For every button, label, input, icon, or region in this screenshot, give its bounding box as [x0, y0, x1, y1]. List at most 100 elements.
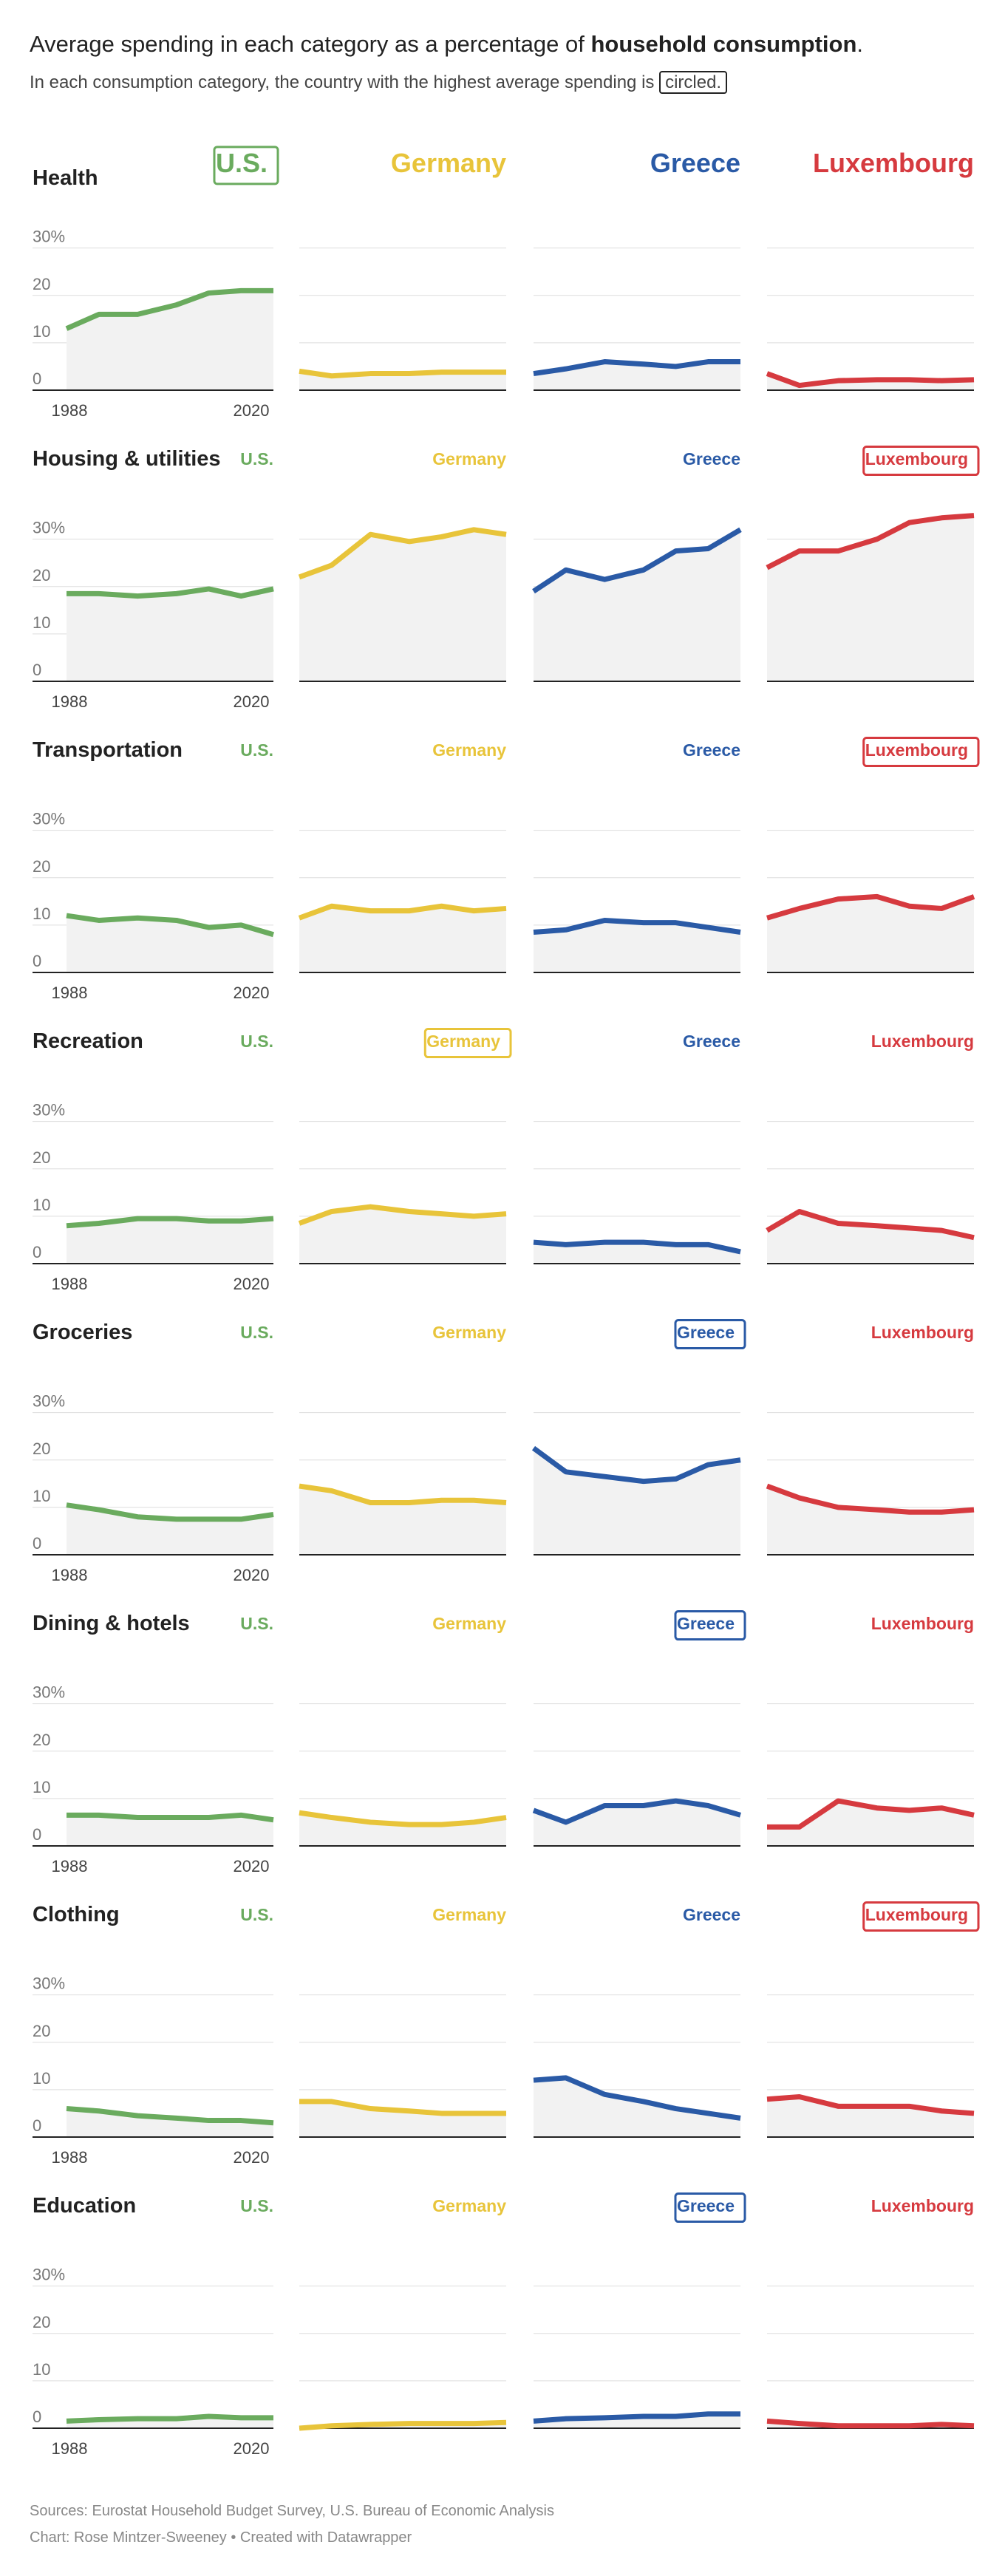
- y-tick-label-transportation-0: 0: [33, 952, 41, 970]
- country-label-transportation-luxembourg: Luxembourg: [865, 740, 968, 760]
- x-tick-label-transportation-first: 1988: [52, 984, 88, 1002]
- x-tick-label-groceries-last: 2020: [234, 1566, 270, 1584]
- area-recreation-luxembourg: [767, 1211, 974, 1264]
- category-title-health: Health: [33, 166, 98, 190]
- area-groceries-germany: [299, 1486, 506, 1555]
- x-tick-label-groceries-first: 1988: [52, 1566, 88, 1584]
- y-tick-label-recreation-10: 10: [33, 1196, 50, 1214]
- country-label-recreation-u-s: U.S.: [240, 1032, 273, 1051]
- series-line-transportation-u-s: [66, 913, 274, 938]
- country-label-housing-utilities-luxembourg: Luxembourg: [865, 449, 968, 468]
- x-tick-label-dining-hotels-last: 2020: [234, 1857, 270, 1875]
- country-label-recreation-luxembourg: Luxembourg: [871, 1032, 974, 1051]
- series-line-education-germany: [299, 2419, 507, 2431]
- chart-footer: Sources: Eurostat Household Budget Surve…: [30, 2498, 554, 2551]
- country-label-clothing-greece: Greece: [683, 1905, 740, 1924]
- area-transportation-germany: [299, 906, 506, 972]
- country-label-health-germany: Germany: [391, 148, 506, 178]
- series-line-health-u-s: [65, 287, 273, 331]
- y-tick-label-dining-hotels-10: 10: [33, 1778, 50, 1796]
- subtitle-prefix: In each consumption category, the countr…: [30, 72, 660, 92]
- circled-box-clothing-luxembourg: [862, 1901, 980, 1932]
- series-line-health-germany: [299, 368, 506, 379]
- y-tick-label-housing-utilities-10: 10: [33, 613, 50, 632]
- circled-box-health-u-s: [213, 146, 279, 185]
- series-line-health-luxembourg: [766, 371, 975, 389]
- series-line-education-luxembourg: [766, 2418, 975, 2429]
- area-housing-utilities-germany: [299, 529, 506, 681]
- y-tick-label-groceries-30: 30%: [33, 1392, 65, 1411]
- country-label-education-germany: Germany: [432, 2196, 506, 2215]
- x-tick-label-education-last: 2020: [234, 2439, 270, 2458]
- y-tick-label-dining-hotels-30: 30%: [33, 1683, 65, 1702]
- y-tick-label-dining-hotels-20: 20: [33, 1731, 50, 1749]
- country-label-clothing-u-s: U.S.: [240, 1905, 273, 1924]
- y-tick-label-clothing-0: 0: [33, 2116, 41, 2135]
- country-label-education-luxembourg: Luxembourg: [871, 2196, 974, 2215]
- category-title-transportation: Transportation: [33, 738, 183, 762]
- country-label-groceries-u-s: U.S.: [240, 1323, 273, 1342]
- area-recreation-u-s: [67, 1219, 273, 1264]
- title-suffix: .: [856, 31, 864, 57]
- series-line-transportation-germany: [298, 903, 507, 921]
- series-line-clothing-greece: [533, 2075, 741, 2121]
- area-housing-utilities-luxembourg: [767, 515, 974, 681]
- x-tick-label-clothing-last: 2020: [234, 2148, 270, 2167]
- series-line-education-u-s: [66, 2413, 273, 2424]
- y-tick-label-groceries-20: 20: [33, 1439, 50, 1458]
- y-tick-label-education-10: 10: [33, 2360, 50, 2379]
- y-tick-label-health-30: 30%: [33, 228, 65, 246]
- series-line-recreation-luxembourg: [766, 1208, 975, 1241]
- country-label-transportation-greece: Greece: [683, 740, 740, 760]
- area-transportation-greece: [534, 920, 740, 972]
- y-tick-label-transportation-10: 10: [33, 904, 50, 923]
- chart-title: Average spending in each category as a p…: [30, 31, 863, 58]
- area-recreation-germany: [299, 1207, 506, 1264]
- area-recreation-greece: [534, 1242, 740, 1264]
- series-line-clothing-u-s: [66, 2106, 274, 2126]
- area-dining-hotels-greece: [534, 1801, 740, 1846]
- x-tick-label-education-first: 1988: [52, 2439, 88, 2458]
- category-title-dining-hotels: Dining & hotels: [33, 1612, 190, 1635]
- series-line-transportation-luxembourg: [766, 893, 975, 921]
- category-title-clothing: Clothing: [33, 1903, 120, 1926]
- country-label-education-u-s: U.S.: [240, 2196, 273, 2215]
- chart-subtitle: In each consumption category, the countr…: [30, 71, 728, 94]
- y-tick-label-dining-hotels-0: 0: [33, 1825, 41, 1844]
- series-line-housing-utilities-germany: [298, 527, 507, 580]
- country-label-health-u-s: U.S.: [216, 148, 268, 178]
- country-label-groceries-luxembourg: Luxembourg: [871, 1323, 974, 1342]
- series-line-groceries-u-s: [66, 1502, 274, 1522]
- country-label-housing-utilities-u-s: U.S.: [240, 449, 273, 468]
- y-tick-label-education-30: 30%: [33, 2266, 65, 2284]
- title-bold: household consumption: [590, 31, 857, 57]
- series-line-groceries-luxembourg: [766, 1483, 975, 1515]
- title-prefix: Average spending in each category as a p…: [30, 31, 591, 57]
- y-tick-label-transportation-20: 20: [33, 857, 50, 876]
- series-line-groceries-germany: [299, 1483, 507, 1505]
- country-label-education-greece: Greece: [677, 2196, 735, 2215]
- country-label-health-luxembourg: Luxembourg: [813, 148, 974, 178]
- subtitle-circled: circled.: [659, 71, 728, 94]
- country-label-dining-hotels-germany: Germany: [432, 1614, 506, 1633]
- area-clothing-germany: [299, 2101, 506, 2137]
- country-label-clothing-luxembourg: Luxembourg: [865, 1905, 968, 1924]
- area-housing-utilities-u-s: [67, 588, 273, 681]
- area-clothing-luxembourg: [767, 2096, 974, 2137]
- country-label-groceries-germany: Germany: [432, 1323, 506, 1342]
- y-tick-label-recreation-20: 20: [33, 1148, 50, 1167]
- area-transportation-luxembourg: [767, 896, 974, 972]
- sources-note: Sources: Eurostat Household Budget Surve…: [30, 2503, 554, 2519]
- category-title-groceries: Groceries: [33, 1321, 132, 1344]
- x-tick-label-health-first: 1988: [52, 401, 88, 420]
- circled-box-recreation-germany: [423, 1028, 512, 1059]
- y-tick-label-health-0: 0: [33, 369, 41, 388]
- y-tick-label-clothing-10: 10: [33, 2069, 50, 2088]
- series-line-health-greece: [533, 359, 740, 377]
- country-label-transportation-u-s: U.S.: [240, 740, 273, 760]
- circled-box-dining-hotels-greece: [674, 1610, 746, 1641]
- x-tick-label-transportation-last: 2020: [234, 984, 270, 1002]
- y-tick-label-groceries-0: 0: [33, 1534, 41, 1553]
- y-tick-label-education-0: 0: [33, 2408, 41, 2426]
